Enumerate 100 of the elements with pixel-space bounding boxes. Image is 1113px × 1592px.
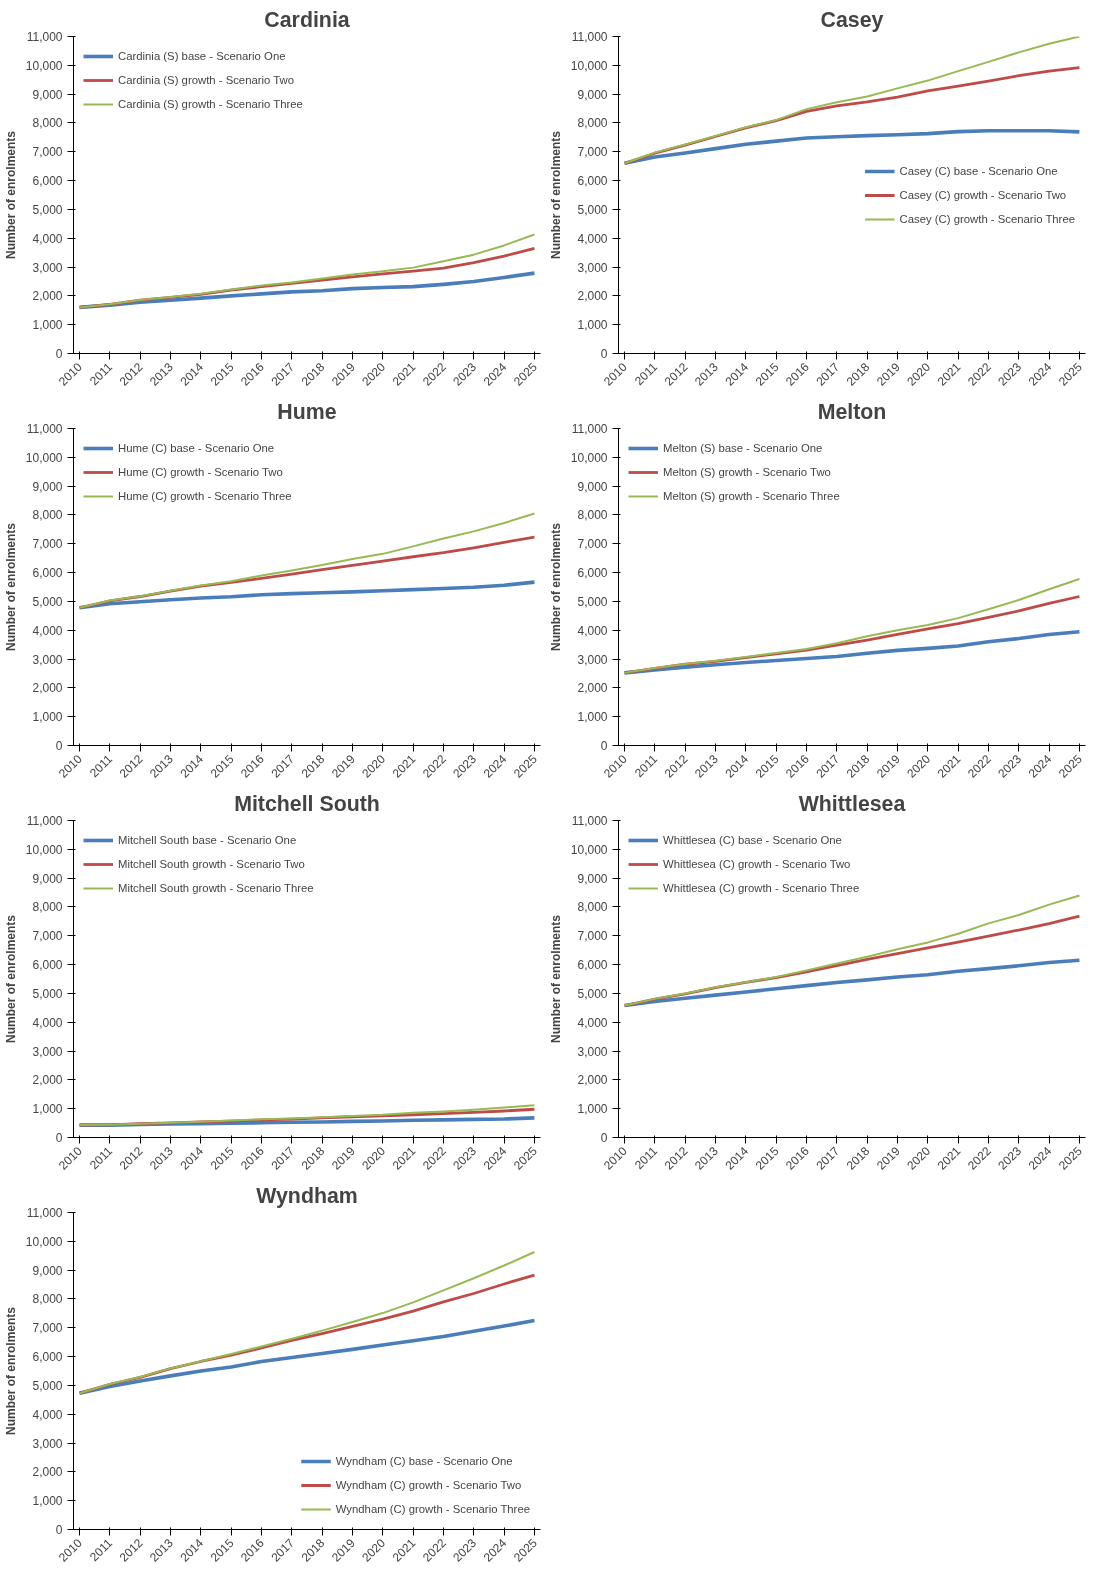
y-tick-label: 10,000 xyxy=(570,58,608,73)
y-tick-label: 5,000 xyxy=(32,594,63,609)
y-tick-label: 8,000 xyxy=(577,116,608,131)
y-axis-title: Number of enrolments xyxy=(548,130,563,260)
y-tick-label: 10,000 xyxy=(25,450,63,465)
y-tick-label: 6,000 xyxy=(32,958,63,973)
chart-title: Cardinia xyxy=(264,7,350,32)
legend-label: Whittlesea (C) base - Scenario One xyxy=(663,834,842,846)
legend-label: Mitchell South growth - Scenario Three xyxy=(118,882,314,894)
y-tick-label: 11,000 xyxy=(26,814,63,828)
legend-label: Hume (C) growth - Scenario Three xyxy=(118,490,292,502)
legend-label: Whittlesea (C) growth - Scenario Two xyxy=(663,858,851,870)
y-tick-label: 3,000 xyxy=(577,652,608,667)
y-tick-label: 6,000 xyxy=(577,958,608,973)
y-tick-label: 11,000 xyxy=(571,422,608,436)
y-tick-label: 9,000 xyxy=(577,871,608,886)
y-tick-label: 2,000 xyxy=(577,681,608,696)
y-tick-label: 0 xyxy=(55,347,63,361)
y-tick-label: 0 xyxy=(55,739,63,753)
y-tick-label: 0 xyxy=(55,1523,63,1537)
y-tick-label: 10,000 xyxy=(570,842,608,857)
y-tick-label: 6,000 xyxy=(577,174,608,189)
y-axis-title: Number of enrolments xyxy=(3,130,18,260)
y-tick-label: 0 xyxy=(600,739,608,753)
y-tick-label: 3,000 xyxy=(577,1044,608,1059)
y-tick-label: 1,000 xyxy=(577,1102,608,1117)
y-tick-label: 11,000 xyxy=(26,422,63,436)
y-tick-label: 1,000 xyxy=(32,1102,63,1117)
y-tick-label: 9,000 xyxy=(32,871,63,886)
legend-label: Hume (C) base - Scenario One xyxy=(118,442,275,454)
legend-label: Mitchell South growth - Scenario Two xyxy=(118,858,305,870)
y-tick-label: 4,000 xyxy=(32,623,63,638)
y-tick-label: 4,000 xyxy=(32,231,63,246)
y-tick-label: 7,000 xyxy=(32,145,63,160)
y-tick-label: 6,000 xyxy=(32,1350,63,1365)
y-tick-label: 8,000 xyxy=(32,1292,63,1307)
y-tick-label: 6,000 xyxy=(32,566,63,581)
y-tick-label: 2,000 xyxy=(577,1073,608,1088)
y-tick-label: 8,000 xyxy=(577,508,608,523)
y-tick-label: 8,000 xyxy=(32,508,63,523)
chart-title: Casey xyxy=(820,7,884,32)
y-tick-label: 6,000 xyxy=(577,566,608,581)
y-tick-label: 7,000 xyxy=(32,537,63,552)
y-tick-label: 1,000 xyxy=(32,318,63,333)
y-tick-label: 5,000 xyxy=(577,986,608,1001)
y-tick-label: 5,000 xyxy=(32,986,63,1001)
y-tick-label: 4,000 xyxy=(32,1407,63,1422)
y-tick-label: 7,000 xyxy=(577,929,608,944)
y-tick-label: 7,000 xyxy=(32,929,63,944)
y-tick-label: 5,000 xyxy=(577,594,608,609)
legend-label: Casey (C) growth - Scenario Three xyxy=(899,212,1075,225)
y-tick-label: 11,000 xyxy=(26,1206,63,1220)
legend-label: Wyndham (C) growth - Scenario Three xyxy=(335,1503,530,1515)
y-tick-label: 9,000 xyxy=(32,479,63,494)
y-tick-label: 3,000 xyxy=(32,1436,63,1451)
y-tick-label: 11,000 xyxy=(571,814,608,828)
y-tick-label: 10,000 xyxy=(25,842,63,857)
y-tick-label: 4,000 xyxy=(577,231,608,246)
legend-label: Wyndham (C) base - Scenario One xyxy=(335,1455,513,1467)
y-axis-title: Number of enrolments xyxy=(3,522,18,652)
y-tick-label: 3,000 xyxy=(32,652,63,667)
y-tick-label: 5,000 xyxy=(577,202,608,217)
y-tick-label: 0 xyxy=(600,1131,608,1145)
y-tick-label: 4,000 xyxy=(32,1015,63,1030)
y-tick-label: 8,000 xyxy=(32,900,63,915)
chart-title: Whittlesea xyxy=(798,791,906,816)
y-tick-label: 2,000 xyxy=(32,1465,63,1480)
legend-label: Casey (C) growth - Scenario Two xyxy=(899,188,1067,201)
y-tick-label: 5,000 xyxy=(32,202,63,217)
y-axis-title: Number of enrolments xyxy=(3,1306,18,1436)
y-tick-label: 7,000 xyxy=(32,1321,63,1336)
y-tick-label: 9,000 xyxy=(577,479,608,494)
y-tick-label: 3,000 xyxy=(32,260,63,275)
y-tick-label: 10,000 xyxy=(25,1234,63,1249)
y-tick-label: 7,000 xyxy=(577,537,608,552)
y-tick-label: 6,000 xyxy=(32,174,63,189)
y-tick-label: 11,000 xyxy=(26,30,63,44)
legend-label: Whittlesea (C) growth - Scenario Three xyxy=(663,882,860,894)
chart-title: Wyndham xyxy=(256,1183,358,1208)
legend-label: Casey (C) base - Scenario One xyxy=(899,164,1058,177)
y-tick-label: 2,000 xyxy=(32,289,63,304)
y-tick-label: 2,000 xyxy=(32,681,63,696)
legend-label: Melton (S) growth - Scenario Two xyxy=(663,466,831,478)
y-tick-label: 1,000 xyxy=(32,1494,63,1509)
legend-label: Cardinia (S) growth - Scenario Two xyxy=(118,74,295,86)
y-tick-label: 2,000 xyxy=(32,1073,63,1088)
y-tick-label: 9,000 xyxy=(32,1263,63,1278)
legend-label: Hume (C) growth - Scenario Two xyxy=(118,466,283,478)
y-axis-title: Number of enrolments xyxy=(548,522,563,652)
legend-label: Cardinia (S) growth - Scenario Three xyxy=(118,98,303,110)
y-tick-label: 5,000 xyxy=(32,1378,63,1393)
legend-label: Mitchell South base - Scenario One xyxy=(118,834,297,846)
y-tick-label: 4,000 xyxy=(577,1015,608,1030)
y-tick-label: 0 xyxy=(600,347,608,361)
y-tick-label: 2,000 xyxy=(577,289,608,304)
legend-label: Wyndham (C) growth - Scenario Two xyxy=(335,1479,522,1491)
legend-label: Melton (S) growth - Scenario Three xyxy=(663,490,840,502)
y-tick-label: 1,000 xyxy=(577,710,608,725)
chart-title: Hume xyxy=(277,399,337,424)
y-tick-label: 4,000 xyxy=(577,623,608,638)
